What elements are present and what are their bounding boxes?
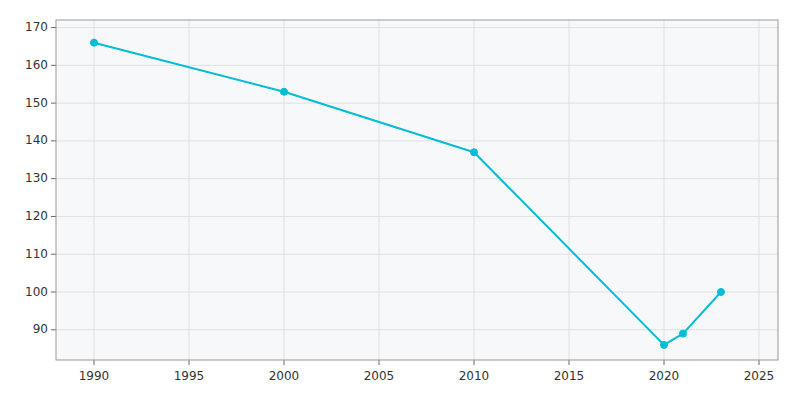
x-tick-label: 2020	[649, 369, 680, 383]
y-grid-line	[56, 329, 778, 330]
y-tick	[51, 178, 56, 179]
x-tick	[664, 360, 665, 365]
x-grid-line	[759, 20, 760, 360]
y-grid-line	[56, 292, 778, 293]
y-tick	[51, 254, 56, 255]
x-grid-line	[94, 20, 95, 360]
y-tick-label: 110	[25, 247, 48, 261]
point	[91, 39, 98, 46]
chart: 90 100 110 120 130 140 150 160 170 1990 1995 2000 20…	[0, 0, 800, 400]
x-tick	[474, 360, 475, 365]
x-tick	[94, 360, 95, 365]
point	[661, 341, 668, 348]
x-tick-label: 2015	[554, 369, 585, 383]
x-grid-line	[189, 20, 190, 360]
point	[281, 88, 288, 95]
y-tick-label: 140	[25, 133, 48, 147]
axes: 90 100 110 120 130 140 150 160 170 1990 1995 2000 20…	[25, 20, 778, 383]
x-tick-label: 2025	[744, 369, 775, 383]
y-tick-label: 170	[25, 20, 48, 34]
x-tick-label: 2010	[459, 369, 490, 383]
y-tick-label: 150	[25, 96, 48, 110]
x-tick	[284, 360, 285, 365]
chart-container: 90 100 110 120 130 140 150 160 170 1990 1995 2000 20…	[0, 0, 800, 400]
y-grid-line	[56, 103, 778, 104]
y-grid-line	[56, 27, 778, 28]
point	[471, 149, 478, 156]
y-tick	[51, 140, 56, 141]
y-tick-label: 130	[25, 171, 48, 185]
y-tick	[51, 329, 56, 330]
x-grid-line	[569, 20, 570, 360]
y-tick-label: 90	[33, 322, 48, 336]
x-tick	[759, 360, 760, 365]
x-grid-line	[379, 20, 380, 360]
y-tick	[51, 103, 56, 104]
x-tick-label: 2000	[269, 369, 300, 383]
y-tick	[51, 216, 56, 217]
y-grid-line	[56, 216, 778, 217]
y-tick-label: 160	[25, 58, 48, 72]
x-grid-line	[284, 20, 285, 360]
series	[91, 39, 725, 348]
x-tick-label: 1990	[79, 369, 110, 383]
plot-frame	[56, 20, 778, 360]
x-tick	[189, 360, 190, 365]
y-tick-label: 120	[25, 209, 48, 223]
y-grid-line	[56, 254, 778, 255]
x-grid-line	[474, 20, 475, 360]
line	[94, 43, 721, 345]
y-tick	[51, 27, 56, 28]
y-grid-line	[56, 65, 778, 66]
y-grid-line	[56, 178, 778, 179]
x-tick	[379, 360, 380, 365]
x-tick-label: 1995	[174, 369, 205, 383]
x-tick-label: 2005	[364, 369, 395, 383]
y-tick	[51, 292, 56, 293]
plot-background	[56, 20, 778, 360]
grid	[56, 20, 778, 360]
y-tick	[51, 65, 56, 66]
point	[680, 330, 687, 337]
y-grid-line	[56, 140, 778, 141]
x-grid-line	[664, 20, 665, 360]
x-tick	[569, 360, 570, 365]
point	[718, 289, 725, 296]
y-tick-label: 100	[25, 285, 48, 299]
